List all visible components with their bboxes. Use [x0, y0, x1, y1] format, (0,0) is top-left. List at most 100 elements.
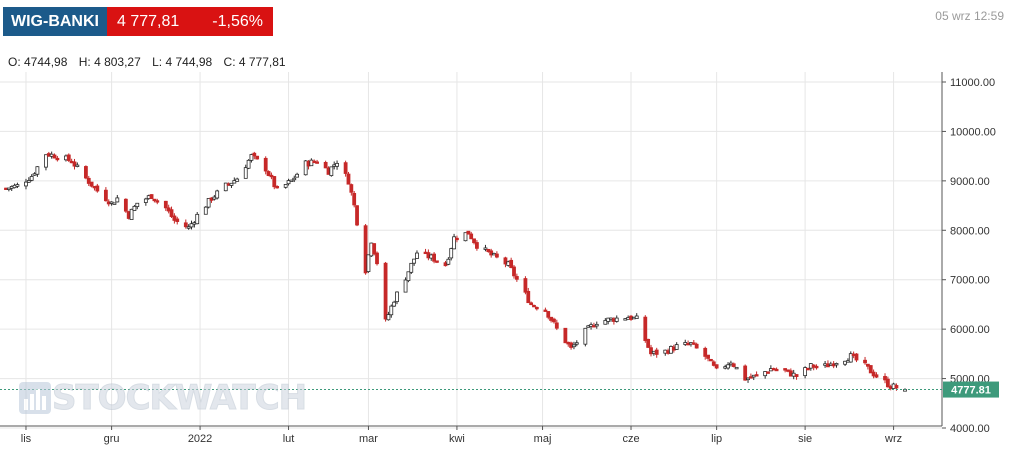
- candle-body: [883, 376, 887, 381]
- candle-body: [449, 248, 454, 259]
- candle-body: [246, 159, 251, 169]
- candle-body: [175, 218, 180, 222]
- x-tick-label: 2022: [188, 433, 212, 445]
- x-tick-label: lis: [21, 433, 32, 445]
- candle-body: [646, 338, 651, 348]
- candle-body: [206, 198, 211, 208]
- candle-body: [86, 177, 91, 184]
- candle-body: [649, 347, 653, 355]
- candle-body: [392, 301, 397, 307]
- ohlc-high: H: 4 803,27: [78, 55, 141, 69]
- candle-body: [563, 327, 568, 344]
- candle-body: [335, 162, 339, 167]
- candle-body: [714, 364, 719, 369]
- last-price-label: 4777.81: [951, 385, 991, 397]
- candle-body: [235, 178, 240, 182]
- candle-body: [263, 157, 268, 172]
- ticker-quote: 4 777,81 -1,56%: [106, 7, 273, 36]
- x-tick-label: cze: [622, 433, 639, 445]
- candle-body: [295, 173, 300, 178]
- candle-body: [526, 290, 531, 304]
- candle-body: [574, 342, 579, 345]
- candle-body: [395, 291, 399, 303]
- candle-body: [432, 253, 436, 262]
- candle-body: [283, 184, 288, 188]
- candle-body: [215, 190, 220, 199]
- ticker-badge: WIG-BANKI 4 777,81 -1,56%: [3, 7, 273, 36]
- candle-body: [783, 368, 788, 371]
- candle-body: [95, 185, 100, 192]
- candle-body: [243, 167, 248, 179]
- candle-body: [748, 376, 753, 379]
- candle-body: [44, 154, 48, 168]
- candle-body: [15, 184, 20, 187]
- candle-body: [186, 226, 191, 229]
- candle-body: [412, 258, 417, 264]
- candle-body: [343, 162, 348, 174]
- y-tick-label: 7000.00: [950, 275, 990, 287]
- candle-body: [435, 260, 439, 263]
- candle-body: [774, 368, 779, 372]
- candle-body: [603, 320, 608, 325]
- candle-body: [614, 317, 619, 322]
- candle-body: [489, 250, 494, 256]
- candle-body: [323, 161, 328, 169]
- candle-body: [674, 344, 679, 350]
- candle-body: [24, 181, 28, 187]
- x-tick-label: gru: [104, 433, 120, 445]
- candle-body: [711, 361, 716, 366]
- candle-body: [532, 304, 536, 308]
- candle-body: [363, 225, 368, 274]
- candle-body: [132, 205, 137, 211]
- candle-body: [726, 364, 730, 369]
- candle-body: [691, 342, 696, 345]
- candle-body: [754, 374, 759, 377]
- candle-body: [172, 215, 177, 221]
- candle-body: [706, 354, 710, 359]
- candle-body: [514, 276, 519, 280]
- candle-body: [863, 359, 867, 364]
- candle-body: [375, 252, 379, 265]
- candle-body: [383, 262, 388, 320]
- candle-body: [523, 278, 528, 293]
- candle-body: [814, 365, 819, 369]
- candle-body: [112, 202, 117, 205]
- candle-body: [129, 208, 134, 220]
- candle-body: [272, 176, 277, 188]
- candle-body: [75, 164, 80, 167]
- candle-body: [466, 230, 471, 235]
- candle-body: [469, 233, 474, 240]
- candle-body: [643, 316, 648, 341]
- candle-body: [89, 181, 94, 187]
- y-tick-label: 4000.00: [950, 423, 990, 435]
- candle-body: [734, 366, 739, 370]
- ticker-change: -1,56%: [212, 13, 263, 30]
- candle-body: [329, 166, 334, 177]
- candle-body: [6, 187, 11, 190]
- candle-body: [152, 198, 157, 202]
- candle-body: [289, 179, 294, 182]
- candle-body: [868, 365, 873, 374]
- candle-body: [746, 377, 750, 381]
- candle-body: [232, 180, 237, 184]
- y-tick-label: 11000.00: [950, 77, 995, 89]
- candle-body: [229, 182, 234, 186]
- candle-body: [766, 371, 770, 374]
- candle-body: [885, 378, 890, 388]
- candle-body: [252, 152, 257, 157]
- candle-body: [372, 243, 377, 255]
- candle-body: [149, 194, 154, 200]
- candle-body: [143, 198, 148, 203]
- x-tick-label: lip: [711, 433, 722, 445]
- y-tick-label: 10000.00: [950, 126, 996, 138]
- bar-chart-logo-icon: [19, 382, 51, 414]
- candle-body: [803, 367, 808, 377]
- candle-body: [552, 318, 556, 323]
- candle-body: [55, 157, 60, 161]
- candle-body: [503, 257, 508, 265]
- candle-body: [303, 160, 308, 176]
- candle-body: [275, 186, 280, 189]
- candle-body: [223, 182, 228, 192]
- candle-body: [546, 311, 551, 318]
